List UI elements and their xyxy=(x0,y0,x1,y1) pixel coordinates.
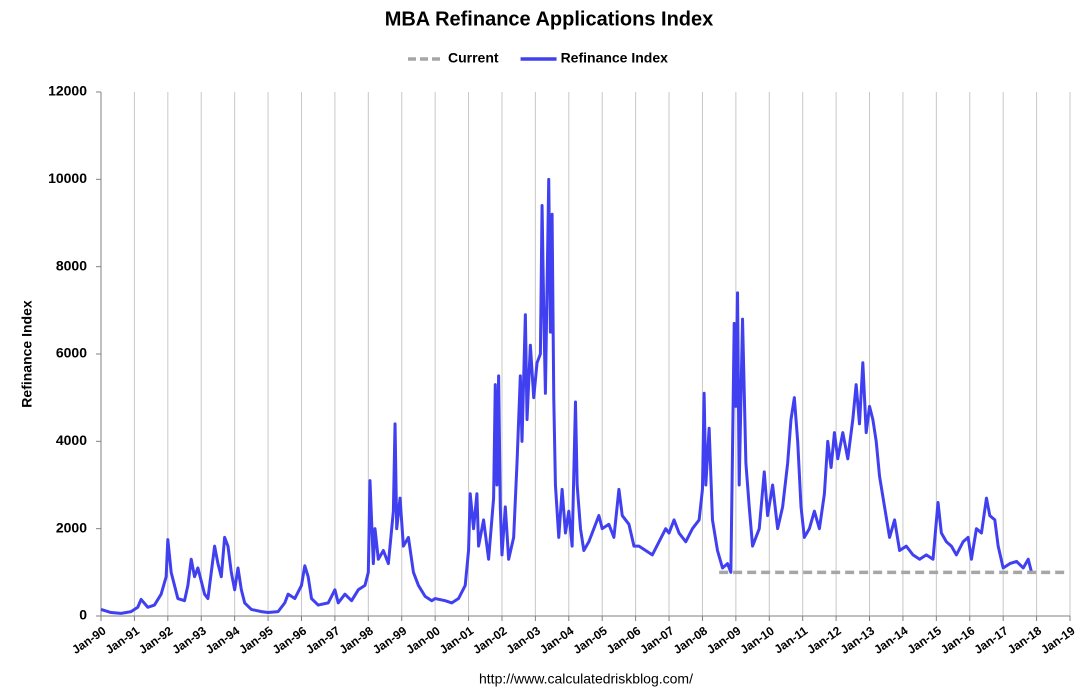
x-tick-label: Jan-12 xyxy=(804,623,843,656)
x-tick-label: Jan-14 xyxy=(871,623,910,656)
y-tick-label: 2000 xyxy=(56,519,87,535)
y-tick-label: 4000 xyxy=(56,432,87,448)
x-tick-label: Jan-13 xyxy=(838,623,877,656)
x-tick-label: Jan-15 xyxy=(905,623,944,656)
x-tick-label: Jan-90 xyxy=(69,623,108,656)
legend: Current Refinance Index xyxy=(408,50,668,66)
x-tick-label: Jan-92 xyxy=(136,623,175,656)
x-tick-label: Jan-08 xyxy=(671,623,710,656)
series-line xyxy=(100,177,1034,615)
y-tick-label: 10000 xyxy=(48,170,87,186)
x-tick-label: Jan-19 xyxy=(1038,623,1077,656)
x-tick-label: Jan-93 xyxy=(170,623,209,656)
x-tick-label: Jan-10 xyxy=(738,623,777,656)
x-tick-label: Jan-16 xyxy=(938,623,977,656)
y-tick-label: 12000 xyxy=(48,83,87,99)
x-tick-label: Jan-05 xyxy=(571,623,610,656)
x-tick-label: Jan-18 xyxy=(1005,623,1044,656)
x-tick-label: Jan-04 xyxy=(537,623,576,656)
y-tick-label: 0 xyxy=(79,607,87,623)
x-tick-label: Jan-96 xyxy=(270,623,309,656)
x-tick-label: Jan-00 xyxy=(403,623,442,656)
x-tick-label: Jan-11 xyxy=(772,623,811,656)
x-tick-label: Jan-07 xyxy=(637,623,676,656)
x-tick-label: Jan-91 xyxy=(103,623,142,656)
x-tick-label: Jan-97 xyxy=(303,623,342,656)
x-tick-label: Jan-94 xyxy=(203,623,242,656)
y-tick-label: 8000 xyxy=(56,257,87,273)
x-tick-label: Jan-03 xyxy=(504,623,543,656)
x-tick-label: Jan-01 xyxy=(437,623,476,656)
chart-title: MBA Refinance Applications Index xyxy=(385,8,714,30)
x-tick-label: Jan-98 xyxy=(337,623,376,656)
y-tick-label: 6000 xyxy=(56,345,87,361)
x-tick-label: Jan-17 xyxy=(972,623,1011,656)
x-tick-label: Jan-06 xyxy=(604,623,643,656)
source: http://www.calculatedriskblog.com/ xyxy=(479,671,693,687)
y-axis-label: Refinance Index xyxy=(19,300,35,408)
x-tick-label: Jan-02 xyxy=(470,623,509,656)
x-tick-label: Jan-09 xyxy=(704,623,743,656)
legend-label: Current xyxy=(448,50,499,66)
x-tick-label: Jan-95 xyxy=(236,623,275,656)
x-tick-label: Jan-99 xyxy=(370,623,409,656)
legend-label: Refinance Index xyxy=(561,50,669,66)
